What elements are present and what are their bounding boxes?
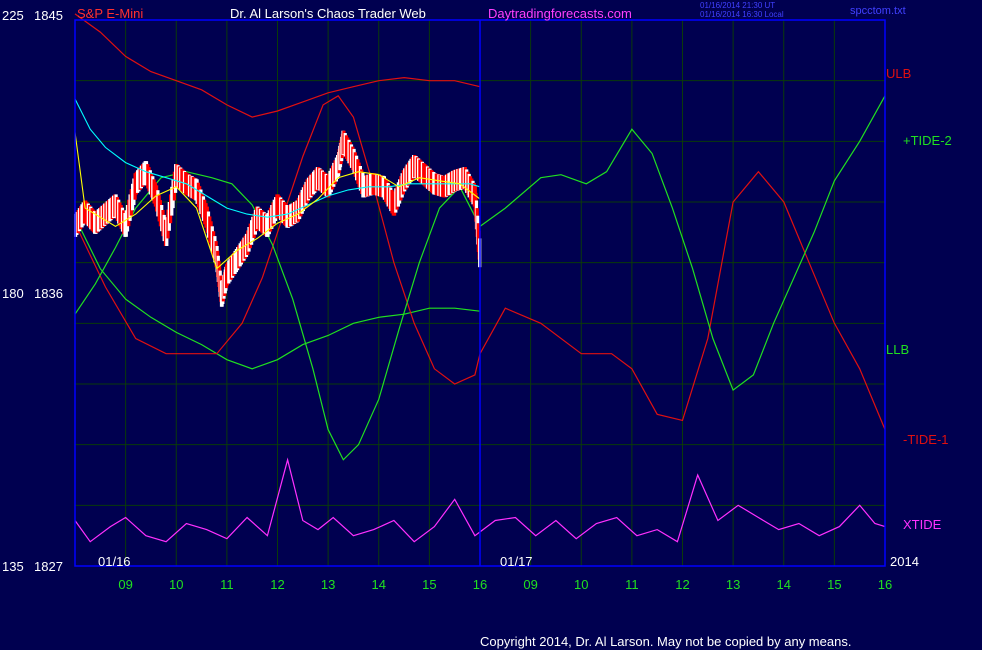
y-tick-osc: 225 [2,8,24,23]
date-label-year: 2014 [890,554,919,569]
site-link[interactable]: Daytradingforecasts.com [488,6,632,21]
series-label-ulb: ULB [886,66,911,81]
x-tick-label: 11 [625,577,639,592]
y-tick-price: 1836 [34,286,63,301]
y-tick-price: 1845 [34,8,63,23]
ulb-line [74,13,481,118]
xtide-line [74,457,886,543]
date-label-day2: 01/17 [500,554,533,569]
x-tick-label: 12 [270,577,284,592]
x-tick-label: 14 [777,577,791,592]
series-label-xtide: XTIDE [903,517,942,532]
llb-line [74,216,481,370]
x-tick-label: 10 [169,577,183,592]
tide1-line [74,94,886,430]
y-tick-price: 1827 [34,559,63,574]
x-tick-label: 12 [675,577,689,592]
x-tick-label: 16 [473,577,487,592]
slow-average-line [74,98,481,218]
x-tick-label: 14 [372,577,386,592]
copyright-notice: Copyright 2014, Dr. Al Larson. May not b… [480,634,851,649]
x-axis-hour-labels: 09 10 11 12 13 14 15 16 09 10 11 12 13 14 15 16 [118,577,892,592]
x-tick-label: 11 [220,577,234,592]
moving-average-lines [74,98,481,270]
series-label-tide2: +TIDE-2 [903,133,952,148]
price-bars [74,130,482,307]
data-file-name: spcctom.txt [850,5,906,17]
x-tick-label: 15 [827,577,841,592]
x-tick-label: 13 [321,577,335,592]
date-label-day1: 01/16 [98,554,131,569]
x-tick-label: 13 [726,577,740,592]
series-label-llb: LLB [886,342,909,357]
x-tick-label: 16 [878,577,892,592]
fast-average-line [74,132,481,270]
x-tick-label: 09 [118,577,132,592]
x-tick-label: 15 [422,577,436,592]
y-tick-osc: 135 [2,559,24,574]
chart-title: Dr. Al Larson's Chaos Trader Web [230,6,426,21]
x-tick-label: 09 [523,577,537,592]
instrument-label: S&P E-Mini [77,6,143,21]
y-tick-osc: 180 [2,286,24,301]
x-tick-label: 10 [574,577,588,592]
series-label-tide1: -TIDE-1 [903,432,949,447]
timestamp-ut: 01/16/2014 21:30 UT [700,1,775,10]
timestamp-local: 01/16/2014 16:30 Local [700,10,784,19]
